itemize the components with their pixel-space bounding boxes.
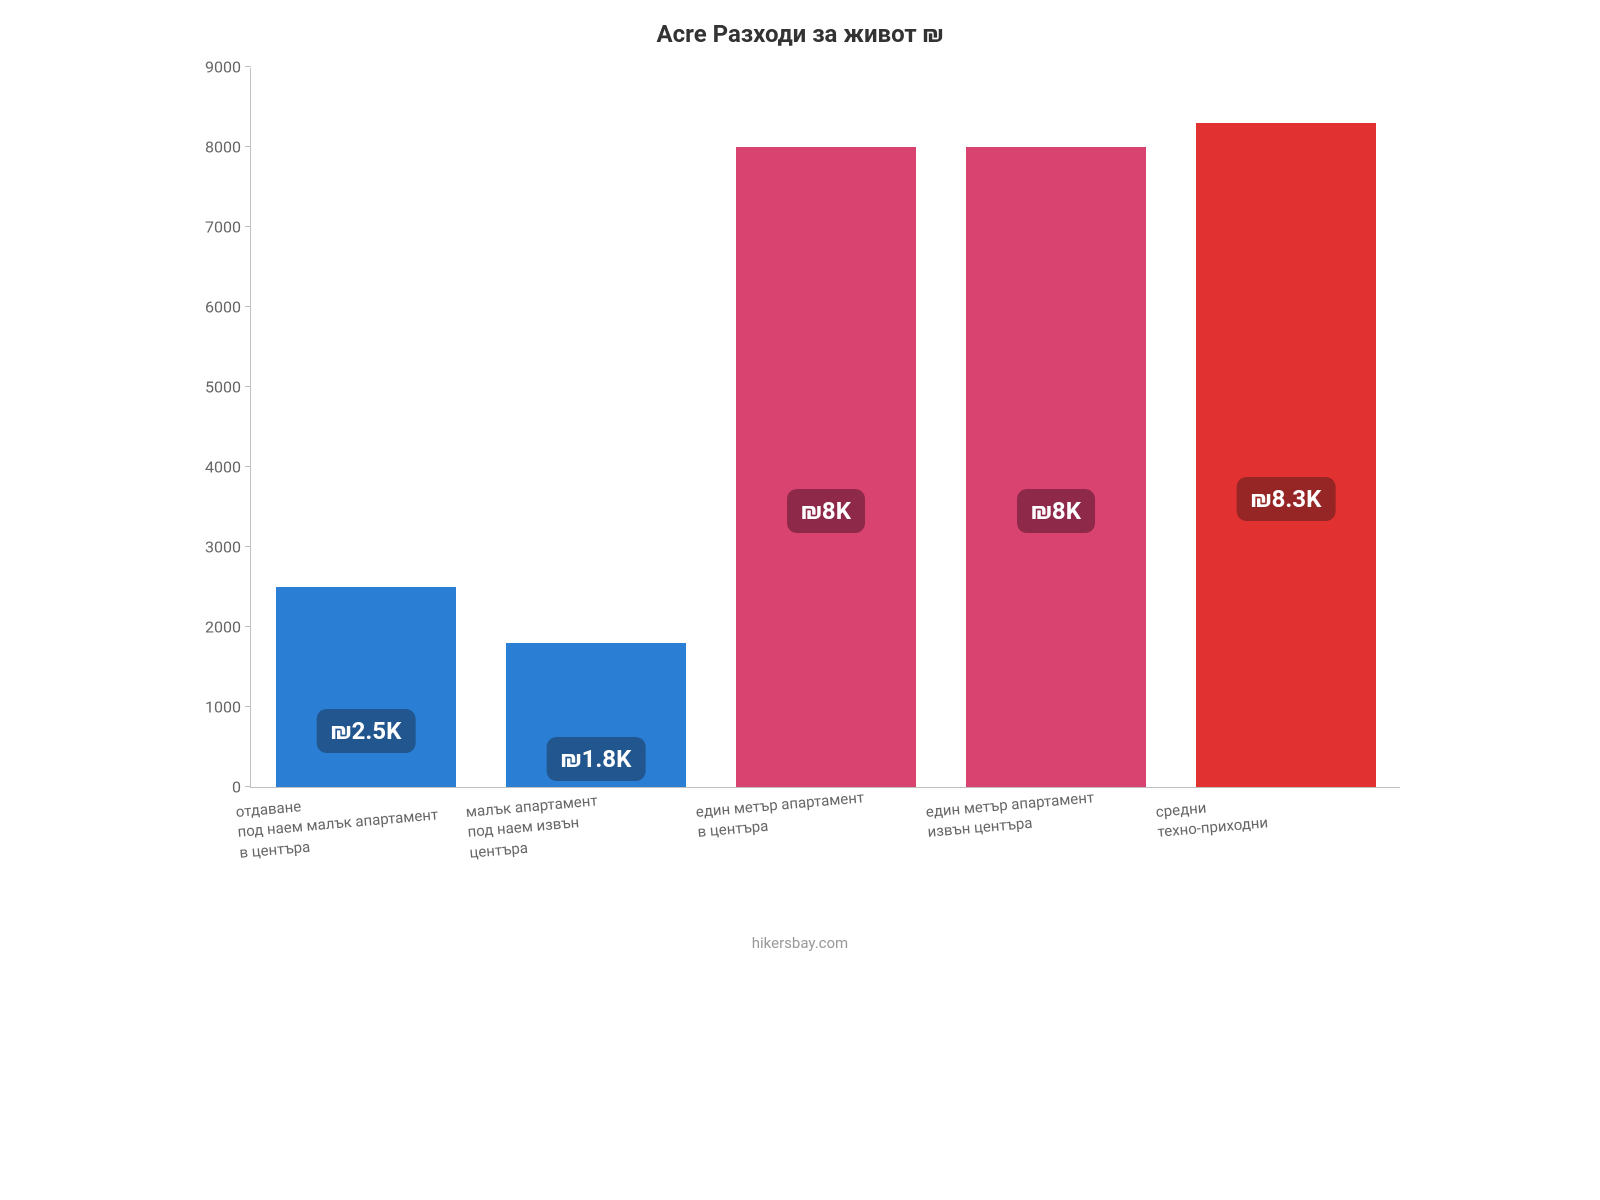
chart-container: Acre Разходи за живот ₪ ₪2.5K ₪1.8K ₪8K ₪8K… (160, 0, 1440, 960)
bar-value-label: ₪8.3K (1237, 477, 1336, 521)
bar: ₪8K (966, 147, 1145, 787)
y-tick-label: 6000 (181, 298, 241, 317)
bar: ₪1.8K (506, 643, 685, 787)
bar-value-label: ₪2.5K (317, 709, 416, 753)
bar-value-label: ₪8K (1017, 489, 1095, 533)
y-tick-label: 8000 (181, 138, 241, 157)
x-axis-label: един метър апартаментв центъра (695, 787, 867, 842)
x-axis-label: отдаванепод наем малък апартаментв центъ… (235, 784, 441, 862)
bar-value-label: ₪1.8K (547, 737, 646, 781)
y-tick-label: 7000 (181, 218, 241, 237)
y-tick-mark (245, 66, 251, 67)
x-axis-label: малък апартаментпод наем извънцентъра (465, 790, 602, 862)
y-tick-mark (245, 786, 251, 787)
bar: ₪8K (736, 147, 915, 787)
y-tick-label: 4000 (181, 458, 241, 477)
x-axis-label: среднитехно-приходни (1155, 792, 1269, 842)
y-tick-mark (245, 226, 251, 227)
y-tick-mark (245, 546, 251, 547)
attribution-text: hikersbay.com (160, 934, 1440, 952)
bar-value-label: ₪8K (787, 489, 865, 533)
y-tick-label: 1000 (181, 698, 241, 717)
bars-group: ₪2.5K ₪1.8K ₪8K ₪8K ₪8.3K (251, 68, 1400, 787)
bar: ₪2.5K (276, 587, 455, 787)
y-tick-mark (245, 146, 251, 147)
y-tick-mark (245, 386, 251, 387)
y-tick-mark (245, 466, 251, 467)
y-tick-mark (245, 706, 251, 707)
bar: ₪8.3K (1196, 123, 1375, 787)
y-tick-label: 3000 (181, 538, 241, 557)
y-tick-label: 0 (181, 778, 241, 797)
y-tick-mark (245, 306, 251, 307)
x-axis-label: един метър апартаментизвън центъра (925, 787, 1097, 842)
y-tick-label: 5000 (181, 378, 241, 397)
x-axis-labels: отдаванепод наем малък апартаментв центъ… (250, 788, 1400, 928)
plot-area: ₪2.5K₪1.8K₪8K₪8K₪8.3K 010002000300040005… (250, 68, 1400, 788)
chart-title: Acre Разходи за живот ₪ (160, 20, 1440, 48)
y-tick-label: 9000 (181, 58, 241, 77)
y-tick-label: 2000 (181, 618, 241, 637)
y-tick-mark (245, 626, 251, 627)
